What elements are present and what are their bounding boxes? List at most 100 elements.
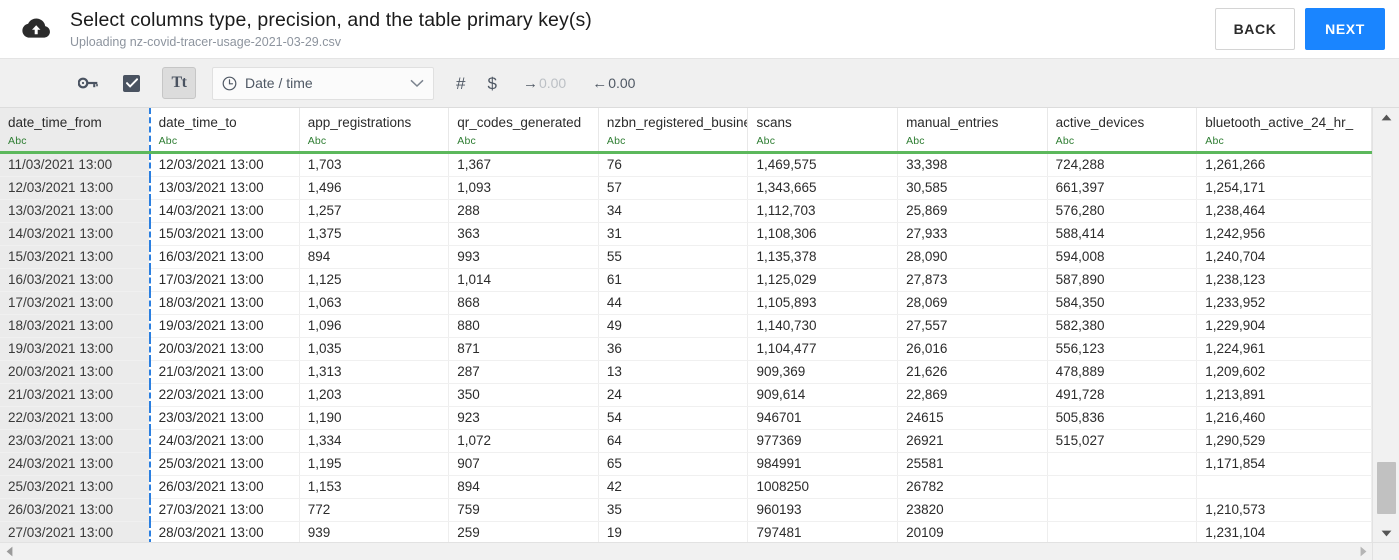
table-cell[interactable]: 15/03/2021 13:00	[0, 245, 150, 269]
table-cell[interactable]: 15/03/2021 13:00	[148, 222, 300, 246]
table-cell[interactable]: 1,238,123	[1196, 268, 1372, 292]
table-cell[interactable]: 34	[598, 199, 749, 223]
table-row[interactable]: 12/03/2021 13:00 13/03/2021 13:00 1,496 1,0…	[0, 176, 1372, 200]
table-cell[interactable]: 24/03/2021 13:00	[0, 452, 150, 476]
table-cell[interactable]: 1,496	[299, 176, 450, 200]
table-cell[interactable]: 1,210,573	[1196, 498, 1372, 522]
horizontal-scrollbar[interactable]	[0, 542, 1399, 560]
table-cell[interactable]: 1,229,904	[1196, 314, 1372, 338]
table-cell[interactable]: 23820	[897, 498, 1048, 522]
table-cell[interactable]: 16/03/2021 13:00	[148, 245, 300, 269]
table-cell[interactable]	[1047, 475, 1198, 499]
table-cell[interactable]: 61	[598, 268, 749, 292]
table-cell[interactable]: 939	[299, 521, 450, 542]
table-cell[interactable]: 868	[448, 291, 599, 315]
table-cell[interactable]: 28,090	[897, 245, 1048, 269]
table-cell[interactable]: 880	[448, 314, 599, 338]
table-cell[interactable]: 42	[598, 475, 749, 499]
table-row[interactable]: 13/03/2021 13:00 14/03/2021 13:00 1,257 288…	[0, 199, 1372, 223]
table-cell[interactable]: 24/03/2021 13:00	[148, 429, 300, 453]
table-cell[interactable]: 31	[598, 222, 749, 246]
table-cell[interactable]: 20/03/2021 13:00	[0, 360, 150, 384]
table-cell[interactable]: 1,334	[299, 429, 450, 453]
table-cell[interactable]: 13/03/2021 13:00	[148, 176, 300, 200]
table-cell[interactable]: 18/03/2021 13:00	[148, 291, 300, 315]
table-cell[interactable]: 772	[299, 498, 450, 522]
table-cell[interactable]: 13	[598, 360, 749, 384]
table-row[interactable]: 16/03/2021 13:00 17/03/2021 13:00 1,125 1,0…	[0, 268, 1372, 292]
table-cell[interactable]: 24	[598, 383, 749, 407]
table-cell[interactable]: 19/03/2021 13:00	[0, 337, 150, 361]
table-cell[interactable]: 21/03/2021 13:00	[148, 360, 300, 384]
text-type-button[interactable]: Tt	[162, 67, 196, 99]
table-cell[interactable]: 797481	[747, 521, 899, 542]
table-cell[interactable]: 1,343,665	[747, 176, 899, 200]
table-cell[interactable]: 1,195	[299, 452, 450, 476]
column-header-nzbn_registered_busine[interactable]: nzbn_registered_busine Abc	[598, 108, 749, 154]
table-cell[interactable]: 1,125	[299, 268, 450, 292]
table-cell[interactable]: 1,261,266	[1196, 152, 1372, 177]
table-cell[interactable]: 1,231,104	[1196, 521, 1372, 542]
table-cell[interactable]: 1,238,464	[1196, 199, 1372, 223]
table-cell[interactable]: 1,125,029	[747, 268, 899, 292]
table-cell[interactable]: 23/03/2021 13:00	[0, 429, 150, 453]
column-header-bluetooth_active_24_hr_[interactable]: bluetooth_active_24_hr_ Abc	[1196, 108, 1372, 154]
table-cell[interactable]: 1,213,891	[1196, 383, 1372, 407]
table-cell[interactable]: 18/03/2021 13:00	[0, 314, 150, 338]
column-header-date_time_from[interactable]: date_time_from Abc	[0, 108, 150, 154]
table-cell[interactable]: 23/03/2021 13:00	[148, 406, 300, 430]
table-cell[interactable]	[1047, 452, 1198, 476]
decrease-decimal-button[interactable]: ← 0.00	[592, 76, 635, 91]
number-format-button[interactable]: #	[456, 73, 466, 93]
table-cell[interactable]: 64	[598, 429, 749, 453]
scroll-down-arrow-icon[interactable]	[1373, 524, 1399, 542]
table-cell[interactable]: 26,016	[897, 337, 1048, 361]
table-cell[interactable]: 556,123	[1047, 337, 1198, 361]
table-cell[interactable]: 287	[448, 360, 599, 384]
table-row[interactable]: 23/03/2021 13:00 24/03/2021 13:00 1,334 1,0…	[0, 429, 1372, 453]
table-cell[interactable]: 21,626	[897, 360, 1048, 384]
table-cell[interactable]: 25/03/2021 13:00	[148, 452, 300, 476]
scroll-left-arrow-icon[interactable]	[0, 543, 18, 560]
table-cell[interactable]: 36	[598, 337, 749, 361]
table-cell[interactable]: 1,224,961	[1196, 337, 1372, 361]
table-cell[interactable]: 35	[598, 498, 749, 522]
table-cell[interactable]: 1,216,460	[1196, 406, 1372, 430]
table-cell[interactable]: 13/03/2021 13:00	[0, 199, 150, 223]
table-cell[interactable]: 1,242,956	[1196, 222, 1372, 246]
table-cell[interactable]: 19/03/2021 13:00	[148, 314, 300, 338]
table-cell[interactable]: 588,414	[1047, 222, 1198, 246]
table-cell[interactable]: 661,397	[1047, 176, 1198, 200]
next-button[interactable]: NEXT	[1305, 8, 1385, 50]
table-cell[interactable]: 724,288	[1047, 152, 1198, 177]
table-cell[interactable]: 363	[448, 222, 599, 246]
table-cell[interactable]: 26921	[897, 429, 1048, 453]
table-row[interactable]: 15/03/2021 13:00 16/03/2021 13:00 894 993 55…	[0, 245, 1372, 269]
primary-key-icon[interactable]	[75, 70, 101, 96]
table-row[interactable]: 21/03/2021 13:00 22/03/2021 13:00 1,203 350…	[0, 383, 1372, 407]
table-cell[interactable]: 894	[299, 245, 450, 269]
column-type-select[interactable]: Date / time	[212, 66, 434, 100]
table-cell[interactable]: 1,233,952	[1196, 291, 1372, 315]
column-header-qr_codes_generated[interactable]: qr_codes_generated Abc	[448, 108, 599, 154]
scroll-up-arrow-icon[interactable]	[1373, 108, 1399, 126]
table-cell[interactable]: 22/03/2021 13:00	[148, 383, 300, 407]
table-cell[interactable]: 909,614	[747, 383, 899, 407]
table-cell[interactable]: 1,063	[299, 291, 450, 315]
table-cell[interactable]: 1,367	[448, 152, 599, 177]
table-cell[interactable]: 1,257	[299, 199, 450, 223]
table-cell[interactable]: 14/03/2021 13:00	[148, 199, 300, 223]
table-cell[interactable]: 576,280	[1047, 199, 1198, 223]
table-cell[interactable]: 26782	[897, 475, 1048, 499]
table-cell[interactable]: 26/03/2021 13:00	[148, 475, 300, 499]
table-row[interactable]: 17/03/2021 13:00 18/03/2021 13:00 1,063 868…	[0, 291, 1372, 315]
table-cell[interactable]: 478,889	[1047, 360, 1198, 384]
table-cell[interactable]: 1,093	[448, 176, 599, 200]
table-cell[interactable]: 1,240,704	[1196, 245, 1372, 269]
table-cell[interactable]: 27,933	[897, 222, 1048, 246]
table-cell[interactable]: 14/03/2021 13:00	[0, 222, 150, 246]
table-cell[interactable]: 759	[448, 498, 599, 522]
table-cell[interactable]: 582,380	[1047, 314, 1198, 338]
table-cell[interactable]: 55	[598, 245, 749, 269]
table-cell[interactable]: 1,108,306	[747, 222, 899, 246]
